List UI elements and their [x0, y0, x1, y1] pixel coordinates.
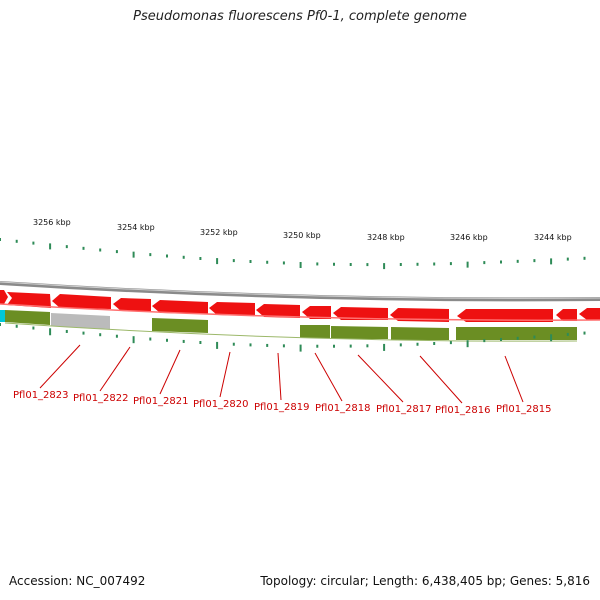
- scale-label: 3252 kbp: [200, 228, 238, 237]
- highlight-feature[interactable]: [0, 310, 5, 322]
- gene-block[interactable]: [5, 310, 50, 325]
- gene-arrow[interactable]: [256, 304, 300, 318]
- gene-arrow[interactable]: [302, 306, 331, 319]
- gene-block[interactable]: [331, 326, 388, 339]
- leader-line: [99, 346, 131, 392]
- inner-scale-ticks: [0, 323, 586, 352]
- gene-label[interactable]: Pfl01_2815: [496, 404, 552, 415]
- leader-line: [277, 352, 282, 401]
- scale-label: 3244 kbp: [534, 233, 572, 242]
- genome-backbone: [0, 281, 600, 302]
- gene-arrow[interactable]: [113, 298, 151, 312]
- gene-label[interactable]: Pfl01_2816: [435, 405, 491, 416]
- gene-arrow[interactable]: [457, 309, 553, 322]
- leader-line: [39, 344, 81, 389]
- scale-label: 3246 kbp: [450, 233, 488, 242]
- scale-label: 3256 kbp: [33, 218, 71, 227]
- gene-arrow[interactable]: [152, 300, 208, 314]
- gene-arrow[interactable]: [556, 309, 577, 321]
- reverse-strand-genes: [0, 310, 577, 340]
- leader-line: [419, 355, 463, 404]
- gene-arrow[interactable]: [0, 290, 8, 304]
- genome-summary: Topology: circular; Length: 6,438,405 bp…: [260, 574, 590, 588]
- scale-labels: 3256 kbp 3254 kbp 3252 kbp 3250 kbp 3248 kbp…: [33, 218, 572, 242]
- accession-text: Accession: NC_007492: [9, 574, 146, 588]
- gene-label[interactable]: Pfl01_2818: [315, 403, 371, 414]
- gene-block[interactable]: [391, 327, 449, 340]
- gene-label[interactable]: Pfl01_2819: [254, 402, 310, 413]
- gene-labels: Pfl01_2823 Pfl01_2822 Pfl01_2821 Pfl01_2820…: [13, 344, 552, 416]
- gene-arrow[interactable]: [579, 308, 600, 320]
- gene-arrow[interactable]: [7, 292, 51, 308]
- leader-line: [219, 351, 231, 398]
- gene-label[interactable]: Pfl01_2822: [73, 393, 129, 404]
- leader-line: [159, 349, 181, 395]
- scale-label: 3248 kbp: [367, 233, 405, 242]
- gene-label[interactable]: Pfl01_2820: [193, 399, 249, 410]
- gene-block[interactable]: [456, 327, 577, 340]
- gene-label[interactable]: Pfl01_2817: [376, 404, 432, 415]
- gene-block[interactable]: [152, 318, 208, 333]
- scale-ticks: [0, 238, 586, 270]
- forward-strand-genes: [0, 290, 600, 322]
- leader-line: [357, 354, 404, 403]
- leader-line: [314, 352, 343, 402]
- gene-arrow[interactable]: [209, 302, 255, 316]
- scale-label: 3254 kbp: [117, 223, 155, 232]
- gene-arrow[interactable]: [333, 307, 388, 320]
- map-title: Pseudomonas fluorescens Pf0-1, complete …: [133, 9, 467, 24]
- gene-arrow[interactable]: [52, 294, 111, 309]
- scale-label: 3250 kbp: [283, 231, 321, 240]
- gene-label[interactable]: Pfl01_2823: [13, 390, 69, 401]
- leader-line: [504, 355, 524, 403]
- gene-block[interactable]: [300, 325, 330, 338]
- gene-block[interactable]: [51, 313, 110, 329]
- gene-label[interactable]: Pfl01_2821: [133, 396, 189, 407]
